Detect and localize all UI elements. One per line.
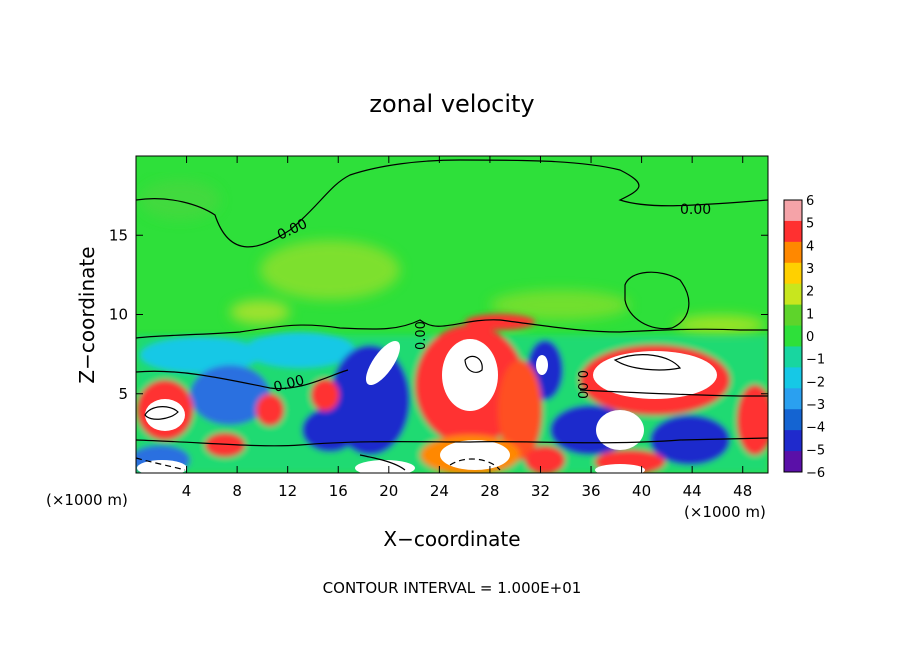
- y-tick-label: 15: [109, 226, 128, 244]
- x-tick-label: 40: [632, 482, 651, 500]
- x-tick-label: 32: [531, 482, 550, 500]
- x-axis-label: X−coordinate: [383, 527, 520, 551]
- colorbar-tick-label: 2: [806, 285, 814, 300]
- colorbar: 6 5 4 3 2 1 0 −1 −2 −3 −4 −5 −6: [783, 194, 825, 481]
- contour-line: [613, 354, 682, 371]
- red-patch: [737, 385, 768, 455]
- colorbar-swatch: [784, 346, 802, 368]
- white-core: [536, 355, 548, 375]
- red-patch: [498, 360, 542, 460]
- white-core: [440, 440, 510, 470]
- x-tick-label: 4: [182, 482, 192, 500]
- contour-line: [359, 454, 406, 471]
- blue-patch: [190, 365, 270, 425]
- x-tick-label: 8: [232, 482, 242, 500]
- y-tick-label: 5: [118, 385, 128, 403]
- colorbar-swatch: [784, 200, 802, 222]
- blue-patch: [302, 408, 358, 452]
- red-patch: [525, 446, 565, 473]
- contour-line: [136, 319, 768, 339]
- colorbar-tick-label: 0: [806, 330, 814, 345]
- contour-label: 0.00: [414, 321, 429, 350]
- contour-label: 0.00: [272, 372, 306, 396]
- red-patch: [205, 433, 245, 457]
- yellow-patch: [260, 240, 400, 300]
- contour-line: [449, 458, 501, 471]
- cyan-patch: [245, 332, 355, 368]
- lightgreen-patch: [140, 180, 220, 220]
- y-axis-label: Z−coordinate: [75, 246, 99, 383]
- contour-line: [144, 406, 179, 420]
- colorbar-tick-label: 5: [806, 217, 814, 232]
- colorbar-swatch: [784, 241, 802, 264]
- colorbar-swatch: [784, 451, 802, 473]
- colorbar-frame: [783, 199, 803, 473]
- white-core: [137, 460, 187, 473]
- y-tick-label: 10: [109, 306, 128, 324]
- chart-title: zonal velocity: [369, 90, 534, 118]
- red-patch: [311, 379, 339, 411]
- contour-interval-note: CONTOUR INTERVAL = 1.000E+01: [323, 579, 582, 597]
- white-cores: [137, 339, 717, 473]
- white-core: [355, 460, 415, 473]
- colorbar-swatch: [784, 430, 802, 452]
- x-tick-label: 24: [430, 482, 449, 500]
- yellow-patch: [490, 290, 630, 320]
- x-unit-left: (×1000 m): [46, 491, 128, 509]
- yellow-patch: [675, 315, 765, 335]
- colorbar-swatch: [784, 283, 802, 306]
- colorbar-swatch: [784, 409, 802, 431]
- contour-label: 0.00: [574, 370, 589, 399]
- x-tick-label: 48: [733, 482, 752, 500]
- colorbar-swatch: [784, 367, 802, 389]
- white-core: [593, 351, 717, 399]
- red-patch: [256, 394, 284, 426]
- contour-line: [624, 271, 690, 330]
- x-tick-label: 28: [480, 482, 499, 500]
- colorbar-tick-label: 3: [806, 262, 814, 277]
- contour-line: [136, 457, 186, 471]
- cyan-patch: [140, 337, 260, 373]
- colorbar-swatch: [784, 325, 802, 347]
- colorbar-tick-label: 1: [806, 307, 814, 322]
- contour-line: [136, 437, 768, 447]
- x-tick-label: 16: [329, 482, 348, 500]
- colorbar-tick-label: −4: [806, 421, 825, 436]
- x-unit-right: (×1000 m): [684, 503, 766, 521]
- yellow-patch: [230, 300, 290, 324]
- x-tick-label: 12: [278, 482, 297, 500]
- colorbar-swatch: [784, 220, 802, 243]
- colorbar-tick-label: −6: [806, 466, 825, 481]
- contour-label: 0.00: [680, 202, 711, 218]
- x-tick-label: 20: [379, 482, 398, 500]
- white-core: [442, 339, 498, 411]
- x-tick-label: 36: [581, 482, 600, 500]
- colorbar-tick-label: 6: [806, 194, 814, 209]
- colorbar-tick-label: −1: [806, 353, 825, 368]
- white-core: [365, 340, 401, 386]
- x-axis: 4 8 12 16 20 24 28 32 36 40 44 48: [182, 156, 752, 500]
- red-patch: [465, 314, 535, 330]
- x-tick-label: 44: [683, 482, 702, 500]
- contour-line: [464, 355, 483, 373]
- white-core: [595, 464, 645, 473]
- contour-line: [136, 369, 349, 390]
- colorbar-swatch: [784, 388, 802, 410]
- white-core: [596, 410, 644, 450]
- colorbar-tick-label: −3: [806, 398, 825, 413]
- colorbar-swatch: [784, 304, 802, 327]
- colorbar-tick-label: 4: [806, 239, 814, 254]
- contour-lines: [136, 159, 768, 471]
- colorbar-swatch: [784, 262, 802, 285]
- contour-line: [579, 389, 768, 397]
- plot-area: 0.00 0.00 0.00 0.00 0.00: [136, 156, 768, 473]
- colorbar-tick-label: −2: [806, 375, 825, 390]
- contour-line: [136, 159, 768, 248]
- colorbar-tick-label: −5: [806, 443, 825, 458]
- y-axis: 5 10 15: [109, 226, 768, 403]
- white-core: [145, 399, 185, 431]
